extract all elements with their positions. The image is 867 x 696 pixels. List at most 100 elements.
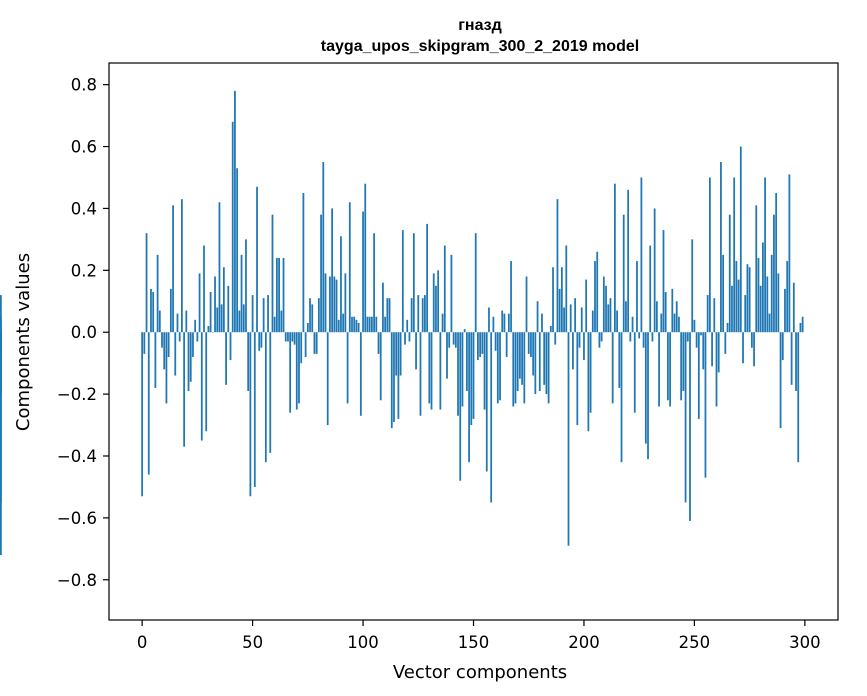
bar — [627, 189, 630, 333]
bar — [397, 332, 400, 419]
bar — [0, 295, 2, 333]
bar — [280, 310, 283, 333]
bar — [278, 257, 280, 333]
bar — [706, 295, 709, 333]
bar — [329, 276, 331, 333]
bar — [556, 199, 559, 333]
bar — [200, 332, 203, 441]
bar — [649, 245, 652, 333]
bar — [218, 202, 221, 333]
bar — [563, 307, 565, 333]
bar — [720, 162, 722, 333]
x-tick-label: 250 — [679, 633, 711, 652]
bar — [567, 332, 570, 546]
bar — [576, 332, 579, 426]
bar — [797, 332, 800, 463]
bar — [344, 273, 347, 333]
bar — [614, 183, 616, 333]
bar — [507, 313, 510, 333]
bar — [293, 332, 296, 345]
bar — [271, 214, 274, 333]
bar — [401, 230, 404, 333]
bar — [435, 285, 437, 333]
bar — [739, 146, 742, 333]
bar — [176, 313, 179, 333]
bar — [770, 254, 773, 333]
bar — [541, 313, 543, 333]
bar — [472, 332, 475, 419]
bar — [766, 276, 769, 333]
bar — [225, 332, 227, 385]
bar — [304, 332, 307, 357]
bar — [587, 332, 590, 432]
bar — [607, 304, 610, 333]
bar — [799, 322, 802, 333]
bar — [609, 298, 612, 333]
bar — [717, 332, 720, 373]
bar — [421, 298, 424, 333]
bar — [150, 288, 152, 333]
y-tick-label: 0.4 — [71, 199, 97, 218]
bar — [152, 291, 155, 333]
bar — [538, 332, 541, 392]
chart-title: гназд — [458, 17, 502, 34]
bar — [653, 208, 656, 333]
bar — [371, 316, 373, 333]
bar — [647, 332, 649, 460]
bar — [207, 326, 210, 333]
bar — [764, 177, 766, 333]
bar — [534, 332, 537, 395]
bar — [337, 319, 340, 333]
bar — [424, 295, 426, 333]
bar — [490, 332, 493, 503]
bar — [355, 319, 358, 333]
bar — [249, 332, 252, 497]
bar — [448, 332, 451, 348]
bar — [348, 202, 351, 333]
bar-series — [0, 90, 804, 556]
bar — [432, 273, 435, 333]
y-tick-label: 0.2 — [71, 261, 97, 280]
bar — [141, 332, 144, 497]
bar — [373, 233, 375, 333]
bar — [454, 332, 457, 348]
bar — [276, 257, 278, 333]
bar — [735, 261, 738, 333]
bar — [494, 332, 497, 351]
bar — [167, 332, 170, 357]
bar — [227, 285, 230, 333]
bar — [205, 332, 208, 432]
bar — [664, 291, 667, 333]
y-axis-label: Components values — [13, 253, 34, 431]
bar — [678, 316, 680, 333]
bar — [234, 90, 236, 333]
bar — [532, 332, 535, 376]
bar — [516, 332, 519, 392]
bar — [441, 313, 444, 333]
bar — [560, 267, 563, 333]
bar — [364, 183, 367, 333]
bar — [393, 332, 395, 422]
bar — [256, 186, 258, 333]
bar — [273, 316, 276, 333]
bar — [382, 282, 384, 333]
bar — [611, 332, 614, 404]
bar — [238, 310, 241, 333]
bar — [775, 192, 778, 333]
x-tick-label: 50 — [242, 633, 263, 652]
bar — [731, 285, 733, 333]
bar — [406, 319, 409, 333]
bar — [377, 332, 380, 354]
bar — [488, 307, 490, 333]
bar — [618, 332, 621, 388]
bar — [174, 332, 177, 376]
bar — [737, 279, 740, 333]
bar — [686, 332, 689, 342]
bar — [569, 304, 572, 333]
bar — [220, 304, 223, 333]
bar — [189, 332, 192, 382]
bar — [572, 332, 574, 370]
bar — [172, 205, 174, 333]
bar — [384, 316, 387, 333]
bar — [185, 310, 188, 333]
